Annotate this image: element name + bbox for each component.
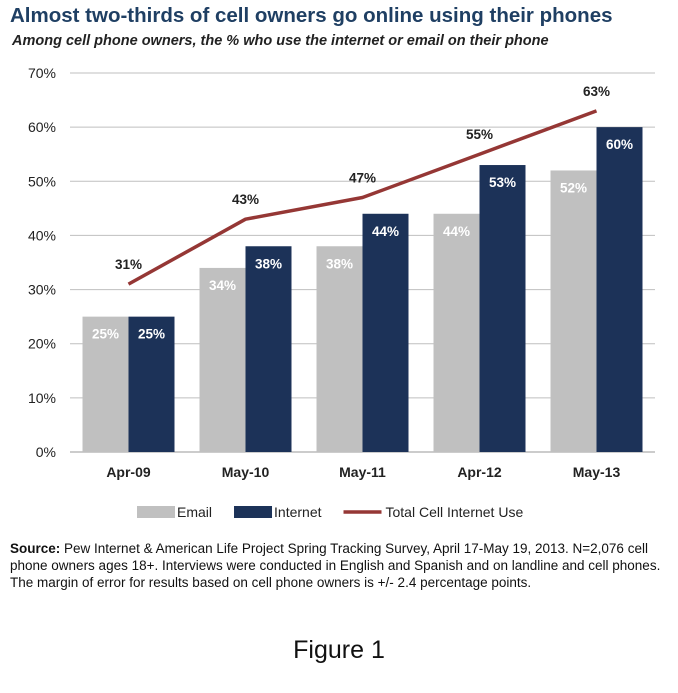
email-bar: [433, 213, 480, 452]
legend-swatch-internet: [234, 506, 273, 518]
legend-swatch-email: [137, 506, 175, 518]
email-data-label: 44%: [443, 224, 470, 239]
email-bar: [550, 170, 597, 452]
y-tick-label: 50%: [28, 173, 56, 189]
email-bar: [199, 267, 246, 452]
internet-data-label: 25%: [138, 327, 165, 342]
x-tick-label: Apr-12: [457, 464, 502, 480]
total-cell-internet-use-data-label: 43%: [232, 192, 259, 207]
total-cell-internet-use-line: [127, 109, 598, 286]
internet-bar: [479, 165, 526, 453]
total-cell-internet-use-data-label: 31%: [115, 257, 142, 272]
y-tick-label: 70%: [28, 65, 56, 81]
email-bar: [82, 316, 129, 452]
y-tick-label: 20%: [28, 336, 56, 352]
chart-title: Almost two-thirds of cell owners go onli…: [10, 4, 613, 27]
x-tick-label: May-10: [222, 464, 270, 480]
source-text: Pew Internet & American Life Project Spr…: [10, 541, 661, 590]
email-bar: [316, 246, 363, 452]
internet-bar: [128, 316, 175, 452]
total-cell-internet-use-data-label: 55%: [466, 127, 493, 142]
email-data-label: 52%: [560, 180, 587, 195]
chart-subtitle: Among cell phone owners, the % who use t…: [12, 33, 549, 49]
legend-label-total-cell-internet-use: Total Cell Internet Use: [386, 504, 524, 520]
x-tick-label: Apr-09: [106, 464, 151, 480]
total-cell-internet-use-data-label: 63%: [583, 84, 610, 99]
internet-data-label: 60%: [606, 137, 633, 152]
internet-bar: [362, 213, 409, 452]
y-tick-label: 0%: [36, 444, 56, 460]
internet-data-label: 53%: [489, 175, 516, 190]
email-data-label: 25%: [92, 327, 119, 342]
x-tick-label: May-13: [573, 464, 621, 480]
email-data-label: 34%: [209, 278, 236, 293]
internet-data-label: 38%: [255, 256, 282, 271]
email-data-label: 38%: [326, 256, 353, 271]
y-tick-label: 40%: [28, 227, 56, 243]
figure-caption: Figure 1: [293, 636, 385, 664]
y-tick-label: 10%: [28, 390, 56, 406]
internet-bar: [245, 246, 292, 452]
source-label: Source:: [10, 541, 61, 556]
source-note: Source: Pew Internet & American Life Pro…: [10, 540, 675, 591]
internet-bar: [596, 127, 643, 453]
chart: 0% 10% 20% 30% 40% 50% 60% 70% Apr-09 May-10 May-1…: [28, 65, 655, 520]
internet-data-label: 44%: [372, 224, 399, 239]
total-cell-internet-use-data-label: 47%: [349, 171, 376, 186]
y-tick-label: 30%: [28, 282, 56, 298]
y-tick-label: 60%: [28, 119, 56, 135]
legend-label-email: Email: [177, 504, 212, 520]
legend-label-internet: Internet: [274, 504, 322, 520]
x-tick-label: May-11: [339, 464, 386, 480]
